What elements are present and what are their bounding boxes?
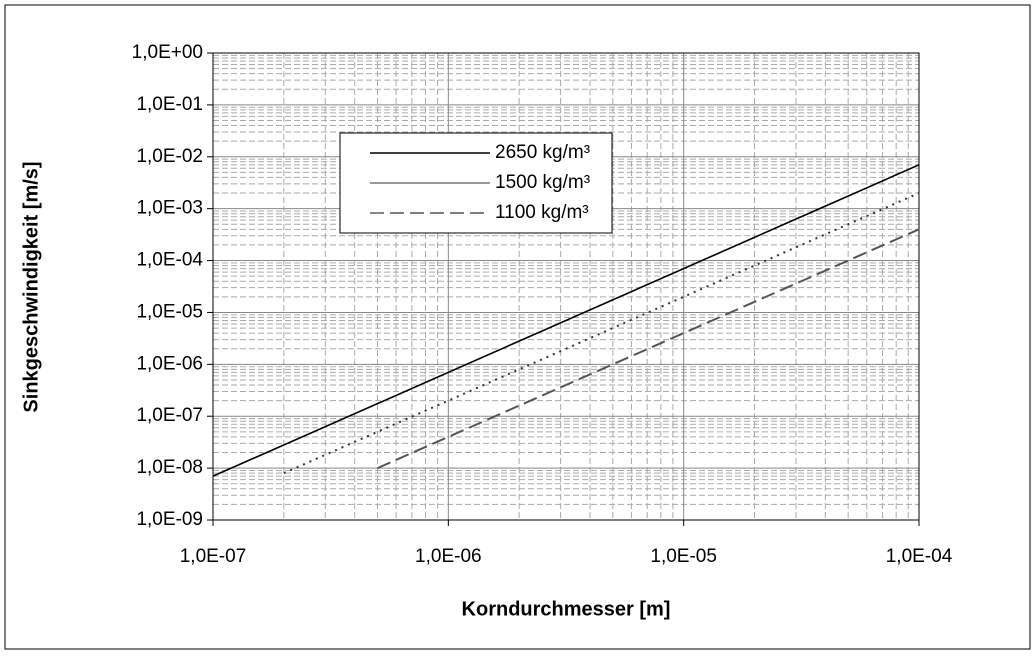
x-tick-label: 1,0E-07 <box>180 546 247 567</box>
y-axis-label: Sinkgeschwindigkeit [m/s] <box>20 161 42 412</box>
legend-label: 1500 kg/m³ <box>495 172 590 193</box>
y-tick-label: 1,0E-04 <box>136 250 203 271</box>
x-tick-label: 1,0E-05 <box>650 546 717 567</box>
y-tick-label: 1,0E-03 <box>136 198 203 219</box>
legend-label: 1100 kg/m³ <box>495 202 589 223</box>
y-tick-label: 1,0E-07 <box>136 405 203 426</box>
y-tick-label: 1,0E-08 <box>136 457 203 478</box>
series-line <box>377 228 920 470</box>
legend-label: 2650 kg/m³ <box>495 142 590 163</box>
plot-border <box>212 52 920 521</box>
y-tick-label: 1,0E-01 <box>136 94 203 115</box>
y-tick-label: 1,0E-09 <box>136 509 203 530</box>
y-tick-label: 1,0E-02 <box>136 146 203 167</box>
x-axis-label: Korndurchmesser [m] <box>462 598 671 620</box>
y-tick-label: 1,0E-06 <box>136 353 203 374</box>
y-tick-label: 1,0E+00 <box>132 42 203 63</box>
x-tick-label: 1,0E-04 <box>886 546 953 567</box>
series-line <box>212 164 920 477</box>
plot-area <box>213 53 919 520</box>
x-tick-label: 1,0E-06 <box>415 546 482 567</box>
y-tick-label: 1,0E-05 <box>136 301 203 322</box>
